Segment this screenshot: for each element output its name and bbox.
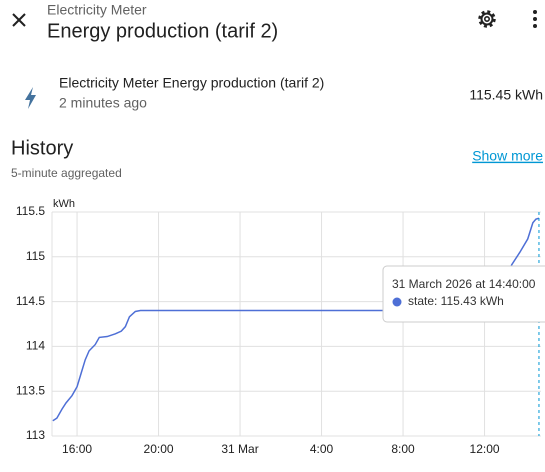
tooltip-marker [392,297,402,307]
y-tick-label: 115.5 [16,204,45,218]
y-tick-label: 114.5 [16,294,45,308]
y-tick-label: 113.5 [16,383,45,397]
tooltip: 31 March 2026 at 14:40:00 state: 115.43 … [382,265,545,323]
history-title: History [11,137,73,159]
menu-button[interactable] [533,10,537,28]
tooltip-title: 31 March 2026 at 14:40:00 [392,277,536,291]
x-tick-label: 4:00 [310,442,334,456]
entity-state: 115.45 kWh [469,87,543,103]
y-tick-label: 113 [26,428,45,442]
x-tick-label: 12:00 [470,442,500,456]
x-tick-label: 20:00 [144,442,174,456]
tooltip-box [382,265,545,323]
close-button[interactable] [12,13,26,27]
tooltip-label: state: 115.43 kWh [408,294,504,308]
entity-time: 2 minutes ago [59,95,147,111]
y-tick-label: 114 [26,339,45,353]
history-note: 5-minute aggregated [11,166,122,180]
bolt-icon [25,87,36,109]
y-tick-label: 115 [26,249,45,263]
header-subtitle: Electricity Meter [47,2,147,18]
x-tick-label: 8:00 [391,442,415,456]
x-tick-label: 31 Mar [221,442,258,456]
x-tick-label: 16:00 [62,442,92,456]
header-title: Energy production (tarif 2) [47,20,278,42]
y-axis-label: kWh [53,198,75,210]
series-line [52,217,540,422]
entity-name[interactable]: Electricity Meter Energy production (tar… [59,75,324,91]
plot: 113 113.5 114 114.5 115 115.5 16:00 20:00 31 Mar… [16,204,541,456]
show-more-link[interactable]: Show more [472,148,543,164]
settings-button[interactable] [478,10,496,28]
